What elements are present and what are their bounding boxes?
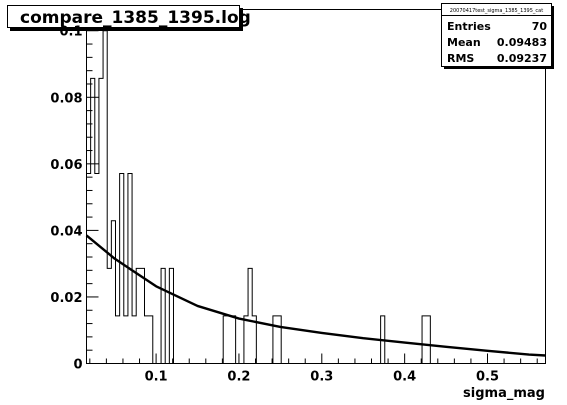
- histogram-bin: [115, 316, 119, 364]
- histogram-bin: [277, 316, 281, 364]
- histogram-bin: [136, 268, 140, 363]
- histogram-bin: [140, 268, 144, 363]
- histogram-bin: [161, 268, 165, 363]
- histogram-bin: [124, 316, 128, 364]
- title-box: [7, 5, 240, 28]
- y-tick-label: 0.02: [50, 291, 82, 306]
- x-tick-label: 0.3: [310, 370, 333, 385]
- histogram-bin: [99, 78, 103, 363]
- histogram-bin: [87, 173, 91, 363]
- histogram-bin: [223, 316, 227, 364]
- axes: 0.1 0.2 0.3 0.4 0.5 0 0.02 0.04 0.06 0.08 0.1: [50, 25, 538, 385]
- stats-label-mean: Mean: [447, 36, 481, 49]
- histogram-bin: [103, 31, 107, 364]
- x-axis-label: sigma_mag: [463, 386, 545, 401]
- x-tick-label: 0.2: [227, 370, 250, 385]
- histogram-bin: [231, 316, 235, 364]
- histogram-bin: [111, 221, 115, 364]
- x-tick-label: 0.5: [476, 370, 499, 385]
- stats-value-mean: 0.09483: [497, 36, 547, 49]
- stats-box: [441, 3, 552, 67]
- histogram-bin: [120, 173, 124, 363]
- stats-value-rms: 0.09237: [497, 52, 547, 65]
- y-tick-label: 0.06: [50, 158, 82, 173]
- x-tick-label: 0.4: [393, 370, 416, 385]
- histogram-bin: [426, 316, 430, 364]
- histogram-bin: [227, 316, 231, 364]
- histogram-bin: [248, 268, 252, 363]
- stats-value-entries: 70: [532, 20, 548, 33]
- y-tick-label: 0.08: [50, 91, 82, 106]
- chart-title: compare_1385_1395.log: [20, 8, 251, 28]
- histogram-bin: [169, 268, 173, 363]
- histogram-bin: [144, 316, 148, 364]
- histogram-bin: [273, 316, 277, 364]
- histogram-bins: [86, 30, 543, 364]
- fit-curve-layer: [85, 234, 546, 357]
- histogram-bin: [422, 316, 426, 364]
- y-tick-label: 0.1: [59, 25, 82, 40]
- y-tick-label: 0: [73, 358, 82, 373]
- histogram-bin: [107, 268, 111, 363]
- histogram-bin: [95, 173, 99, 363]
- x-tick-label: 0.1: [145, 370, 168, 385]
- histogram-bin: [91, 78, 95, 363]
- y-tick-label: 0.04: [50, 224, 82, 239]
- histogram-bin: [244, 316, 248, 364]
- stats-label-entries: Entries: [447, 20, 491, 33]
- histogram-bin: [132, 316, 136, 364]
- stats-label-rms: RMS: [447, 52, 474, 65]
- fit-curve: [85, 234, 546, 357]
- histogram-bin: [149, 316, 153, 364]
- histogram-outline: [86, 30, 543, 364]
- stats-header: 20070417test_sigma_1385_1395_cat: [450, 8, 543, 14]
